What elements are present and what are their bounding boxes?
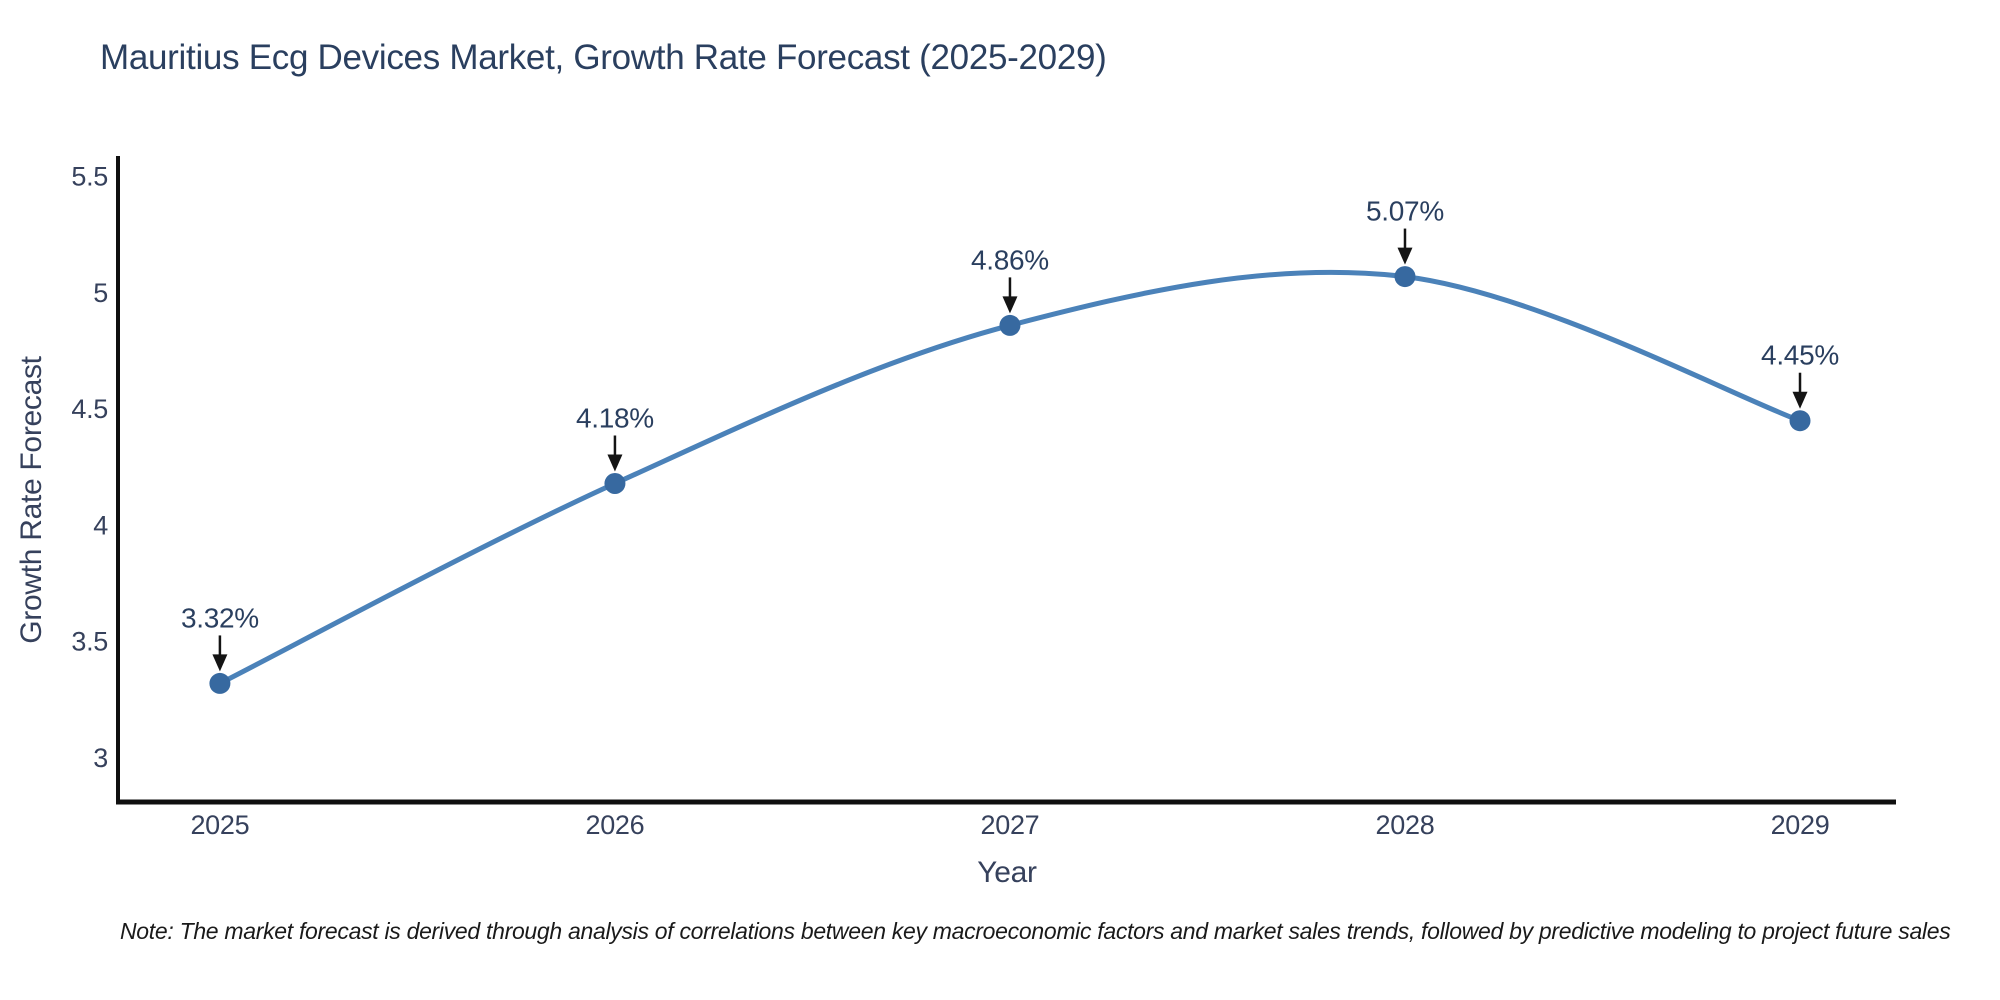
y-tick-label: 4 bbox=[93, 510, 108, 540]
x-tick-label: 2029 bbox=[1771, 810, 1830, 840]
footnote: Note: The market forecast is derived thr… bbox=[120, 918, 1951, 944]
point-label: 3.32% bbox=[181, 602, 259, 633]
data-point-marker bbox=[999, 314, 1021, 336]
point-label: 4.86% bbox=[971, 244, 1049, 275]
annotation-arrow-head bbox=[607, 454, 623, 472]
x-tick-label: 2026 bbox=[586, 810, 645, 840]
y-tick-label: 3.5 bbox=[71, 627, 108, 657]
annotation-arrow-head bbox=[1792, 391, 1808, 409]
chart-title: Mauritius Ecg Devices Market, Growth Rat… bbox=[100, 38, 1107, 77]
x-tick-label: 2028 bbox=[1376, 810, 1435, 840]
y-tick-label: 5 bbox=[93, 278, 108, 308]
point-label: 4.45% bbox=[1761, 340, 1839, 371]
data-point-marker bbox=[1394, 266, 1416, 288]
x-tick-label: 2025 bbox=[190, 810, 249, 840]
y-tick-label: 4.5 bbox=[71, 394, 108, 424]
annotation-arrow-head bbox=[1002, 296, 1018, 314]
annotation-arrow-head bbox=[212, 654, 228, 672]
data-point-marker bbox=[604, 472, 626, 494]
point-label: 4.18% bbox=[576, 402, 654, 433]
y-tick-label: 3 bbox=[93, 743, 108, 773]
annotation-arrow-head bbox=[1397, 247, 1413, 265]
point-label: 5.07% bbox=[1366, 196, 1444, 227]
x-axis-title: Year bbox=[977, 856, 1037, 889]
data-point-marker bbox=[1789, 410, 1811, 432]
y-axis-title: Growth Rate Forecast bbox=[15, 356, 48, 644]
data-point-marker bbox=[209, 672, 231, 694]
x-tick-label: 2027 bbox=[981, 810, 1040, 840]
y-tick-label: 5.5 bbox=[71, 162, 108, 192]
